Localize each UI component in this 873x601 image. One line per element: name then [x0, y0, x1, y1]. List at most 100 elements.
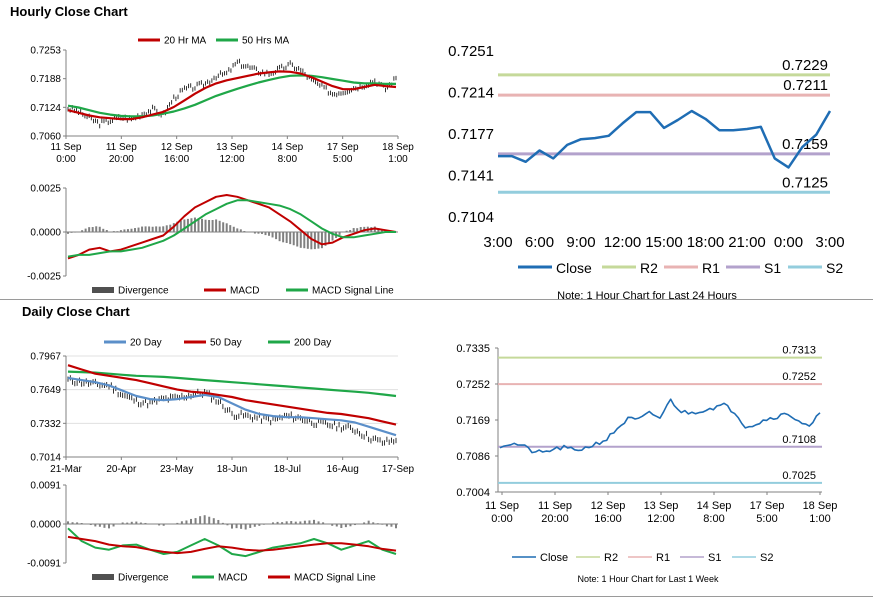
hm-legend-label: MACD: [230, 286, 259, 297]
h24-legend-label: R1: [702, 260, 720, 276]
h24-x-tick-label: 3:00: [815, 234, 844, 251]
hp-y-tick-label: 0.7124: [30, 103, 61, 114]
dw-legend-label: Close: [540, 552, 568, 564]
dp-ma200-line: [67, 370, 397, 398]
dw-x-tick-label: 0:00: [491, 513, 512, 525]
dp-x-tick-label: 18-Jul: [274, 464, 301, 475]
hm-signal-line: [67, 199, 396, 258]
daily-macd-chart: 0.0091 0.0000 -0.0091 Divergence MACD MACD Si…: [27, 481, 398, 584]
dw-x-tick-label: 14 Sep: [697, 500, 732, 512]
hm-y-tick-label: 0.0000: [30, 228, 61, 239]
dw-y-tick-label: 0.7252: [456, 379, 490, 391]
hp-ma20-line: [67, 70, 397, 121]
dw-close-line: [499, 398, 821, 454]
hm-legend-swatch: [92, 287, 114, 293]
dw-legend-label: R2: [604, 552, 618, 564]
hp-x-tick-label: 11 Sep: [51, 142, 82, 153]
dp-y-tick-label: 0.7332: [30, 419, 61, 430]
hm-legend-label: MACD Signal Line: [312, 286, 394, 297]
h24-y-tick-label: 0.7177: [448, 126, 494, 143]
dw-level-label: 0.7313: [782, 345, 816, 357]
hourly-macd-chart: 0.0025 0.0000 -0.0025 Divergence MACD MACD Si…: [27, 184, 398, 297]
dw-note: Note: 1 Hour Chart for Last 1 Week: [578, 574, 719, 584]
hp-x-tick-label: 14 Sep: [271, 142, 303, 153]
dm-signal-line: [67, 535, 397, 555]
section-divider: [0, 299, 873, 300]
hp-y-tick-label: 0.7060: [30, 132, 61, 143]
dp-legend-label: 50 Day: [210, 338, 242, 349]
dw-y-tick-label: 0.7086: [456, 451, 490, 463]
dp-y-tick-label: 0.7649: [30, 385, 61, 396]
h24-x-tick-label: 15:00: [645, 234, 683, 251]
dw-level-label: 0.7252: [782, 371, 816, 383]
dp-x-tick-label: 17-Sep: [382, 464, 415, 475]
dp-x-tick-label: 18-Jun: [217, 464, 248, 475]
h24-note: Note: 1 Hour Chart for Last 24 Hours: [557, 290, 737, 300]
hp-x-tick-label: 13 Sep: [216, 142, 248, 153]
dw-level-label: 0.7108: [782, 434, 816, 446]
dp-legend-label: 20 Day: [130, 338, 162, 349]
hourly-section-title: Hourly Close Chart: [10, 4, 128, 19]
hp-x-tick-label: 1:00: [388, 154, 408, 165]
dm-legend-label: Divergence: [118, 573, 169, 584]
h24-y-tick-label: 0.7251: [448, 43, 494, 60]
dp-y-tick-label: 0.7014: [30, 453, 61, 464]
h24-y-tick-label: 0.7104: [448, 209, 494, 226]
dw-x-tick-label: 16:00: [594, 513, 622, 525]
hp-x-tick-label: 17 Sep: [327, 142, 359, 153]
dp-x-tick-label: 21-Mar: [50, 464, 82, 475]
daily-1week-chart: 0.7335 0.7252 0.7169 0.7086 0.7004 0.7313 0.72…: [456, 343, 837, 584]
hp-x-tick-label: 20:00: [109, 154, 134, 165]
h24-level-label: 0.7211: [783, 77, 828, 94]
hp-y-tick-label: 0.7253: [30, 46, 61, 57]
dw-x-tick-label: 20:00: [541, 513, 569, 525]
h24-y-tick-label: 0.7141: [448, 168, 494, 185]
bottom-divider: [0, 596, 873, 597]
hp-x-tick-label: 16:00: [164, 154, 189, 165]
hp-legend-label: 20 Hr MA: [164, 36, 207, 47]
dp-ma50-line: [67, 364, 397, 426]
hm-y-tick-label: 0.0025: [30, 184, 61, 195]
dm-y-tick-label: -0.0091: [27, 559, 61, 570]
dp-x-tick-label: 20-Apr: [106, 464, 137, 475]
dw-x-tick-label: 1:00: [809, 513, 830, 525]
h24-legend-label: S2: [826, 260, 843, 276]
h24-x-tick-label: 6:00: [525, 234, 554, 251]
hp-ma50-line: [67, 74, 396, 118]
dw-level-label: 0.7025: [782, 470, 816, 482]
h24-x-tick-label: 3:00: [483, 234, 512, 251]
h24-close-line: [498, 109, 832, 169]
h24-y-tick-label: 0.7214: [448, 85, 494, 102]
hp-x-tick-label: 8:00: [278, 154, 298, 165]
daily-section-title: Daily Close Chart: [22, 304, 130, 319]
h24-level-label: 0.7125: [782, 174, 828, 191]
hp-x-tick-label: 12 Sep: [161, 142, 193, 153]
hp-x-tick-label: 11 Sep: [106, 142, 137, 153]
dp-x-tick-label: 23-May: [160, 464, 193, 475]
dw-x-tick-label: 8:00: [703, 513, 724, 525]
dp-y-tick-label: 0.7967: [30, 352, 61, 363]
dw-y-tick-label: 0.7169: [456, 415, 490, 427]
hp-y-tick-label: 0.7188: [30, 74, 61, 85]
h24-legend-label: R2: [640, 260, 658, 276]
dw-x-tick-label: 5:00: [756, 513, 777, 525]
dw-legend-label: R1: [656, 552, 670, 564]
hp-x-tick-label: 12:00: [219, 154, 244, 165]
h24-legend-label: Close: [556, 260, 592, 276]
hm-y-tick-label: -0.0025: [27, 272, 61, 283]
dm-y-tick-label: 0.0091: [30, 481, 61, 492]
dw-x-tick-label: 17 Sep: [750, 500, 785, 512]
dw-x-tick-label: 11 Sep: [538, 500, 572, 512]
dm-macd-line: [67, 527, 397, 558]
dw-x-tick-label: 12 Sep: [591, 500, 626, 512]
dw-legend-label: S1: [708, 552, 721, 564]
dw-x-tick-label: 13 Sep: [644, 500, 679, 512]
dp-x-tick-label: 16-Aug: [327, 464, 359, 475]
dw-x-tick-label: 11 Sep: [485, 500, 519, 512]
dw-y-tick-label: 0.7335: [456, 343, 490, 355]
h24-legend-label: S1: [764, 260, 781, 276]
dw-y-tick-label: 0.7004: [456, 487, 490, 499]
h24-x-tick-label: 21:00: [728, 234, 766, 251]
h24-level-label: 0.7229: [782, 57, 828, 74]
